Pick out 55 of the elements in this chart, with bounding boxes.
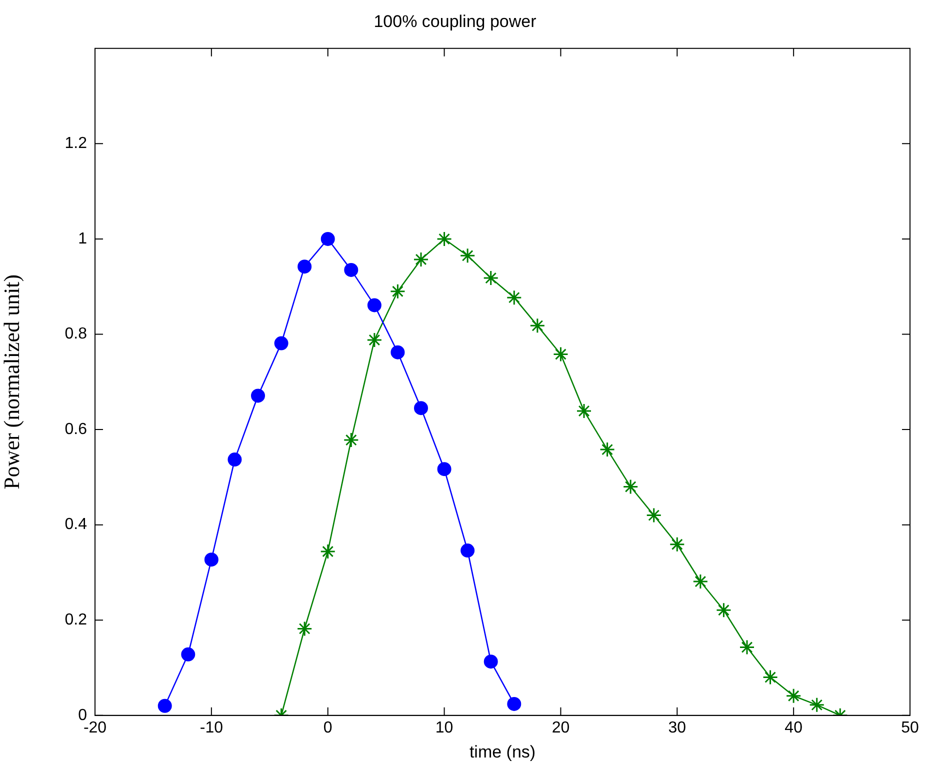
point bbox=[460, 248, 476, 264]
point bbox=[483, 270, 499, 286]
point bbox=[762, 670, 778, 686]
y-tick-label: 0.4 bbox=[64, 516, 88, 534]
point bbox=[530, 318, 546, 334]
chart-title: 100% coupling power bbox=[374, 12, 537, 31]
y-tick-label: 1 bbox=[78, 230, 88, 248]
x-tick-label: 20 bbox=[552, 719, 570, 736]
point bbox=[436, 231, 452, 247]
x-tick-label: 50 bbox=[901, 719, 919, 736]
point bbox=[414, 401, 428, 416]
point bbox=[298, 260, 312, 274]
point bbox=[669, 536, 685, 552]
point bbox=[390, 345, 405, 360]
point bbox=[251, 388, 265, 403]
point bbox=[296, 620, 312, 636]
point bbox=[390, 284, 406, 300]
point bbox=[366, 332, 382, 348]
y-axis-title: Power (normalized unit) bbox=[0, 274, 24, 490]
point bbox=[576, 403, 592, 419]
point bbox=[204, 552, 218, 567]
point bbox=[228, 452, 242, 467]
point bbox=[181, 647, 196, 662]
y-tick-label: 0.6 bbox=[64, 420, 88, 438]
point bbox=[716, 602, 732, 618]
point bbox=[506, 290, 522, 306]
point bbox=[739, 640, 755, 656]
x-tick-label: 40 bbox=[784, 719, 803, 736]
point bbox=[646, 508, 662, 524]
point bbox=[413, 252, 429, 268]
x-axis-title: time (ns) bbox=[469, 742, 536, 762]
y-tick-label: 1.2 bbox=[64, 135, 88, 152]
point bbox=[786, 688, 802, 704]
point bbox=[344, 262, 358, 277]
point bbox=[367, 298, 382, 312]
point bbox=[343, 432, 359, 448]
x-tick-label: 10 bbox=[435, 719, 454, 736]
point bbox=[484, 654, 498, 669]
point bbox=[600, 442, 616, 458]
point bbox=[274, 336, 288, 350]
x-tick-label: 30 bbox=[668, 719, 686, 736]
point bbox=[437, 462, 452, 476]
x-tick-label: -10 bbox=[200, 719, 224, 736]
x-tick-label: 0 bbox=[323, 719, 332, 736]
point bbox=[460, 544, 475, 558]
point bbox=[320, 544, 336, 560]
y-tick-label: 0.2 bbox=[64, 612, 88, 629]
point bbox=[809, 697, 825, 713]
point bbox=[552, 346, 568, 362]
point bbox=[158, 698, 172, 713]
point bbox=[692, 574, 708, 590]
point bbox=[507, 696, 522, 711]
point bbox=[622, 478, 638, 494]
y-tick-label: 0.8 bbox=[64, 326, 88, 343]
point bbox=[320, 232, 335, 246]
